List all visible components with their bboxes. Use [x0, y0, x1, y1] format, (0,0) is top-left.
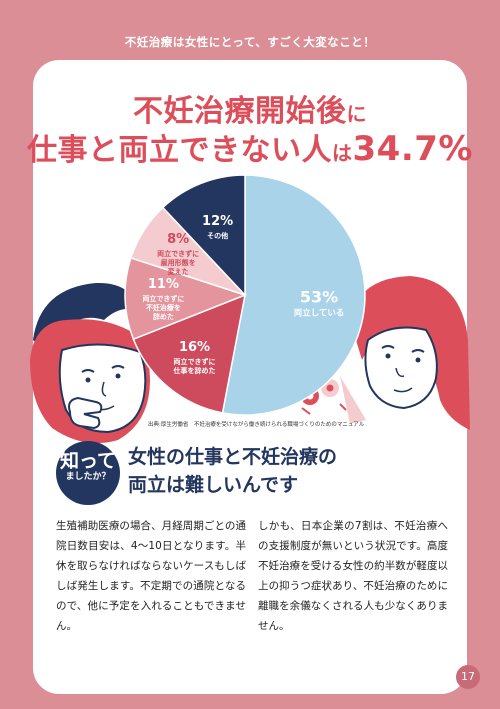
pie-percent-label: 11%	[148, 277, 179, 292]
pie-category-label: 雇用形態を	[161, 258, 196, 267]
headline-line2-main: 仕事と両立できない人	[27, 133, 333, 168]
pie-category-label: 両立できずに	[142, 294, 184, 303]
pie-category-label: 両立している	[294, 307, 345, 318]
woman-illustration	[350, 276, 470, 430]
section-title-line2: 両立は難しいんです	[128, 474, 299, 496]
headline-line2: 仕事と両立できない人は34.7%	[0, 125, 500, 169]
pie-labels: 53%両立している16%両立できずに仕事を辞めた11%両立できずに不妊治療を辞め…	[142, 214, 344, 375]
pie-category-label: 両立できずに	[174, 357, 216, 366]
pie-slice	[124, 256, 248, 341]
badge-big-text: 知って	[59, 450, 117, 472]
pie-percent-label: 16%	[179, 340, 210, 355]
section-title: 女性の仕事と不妊治療の 両立は難しいんです	[128, 443, 337, 499]
pie-category-label: その他	[207, 231, 228, 240]
pie-category-label: 辞めた	[153, 312, 174, 321]
pie-category-label: 両立できずに	[157, 249, 199, 258]
page-header-title: 不妊治療は女性にとって、すごく大変なこと！	[124, 35, 376, 49]
pie-slice	[161, 174, 246, 297]
badge-small-text: ましたか？	[65, 472, 111, 482]
did-you-know-badge: 知って ましたか？	[56, 441, 120, 505]
pie-slice	[221, 174, 366, 416]
headline-line1-main: 不妊治療開始後	[133, 94, 347, 129]
headline-line2-particle: は	[332, 141, 353, 165]
pie-percent-label: 53%	[300, 287, 338, 306]
body-text-column-2: しかも、日本企業の7割は、不妊治療への支援制度が無いという状況です。高度不妊治療…	[258, 520, 448, 632]
headline-line1: 不妊治療開始後に	[0, 86, 500, 130]
pie-category-label: 仕事を辞めた	[173, 366, 216, 375]
body-text-column-1: 生殖補助医療の場合、月経周期ごとの通院日数目安は、4～10日となります。半休を取…	[56, 520, 246, 632]
headline-percentage: 34.7%	[352, 129, 473, 169]
pie-slices	[124, 174, 366, 416]
pie-category-label: 不妊治療を	[146, 303, 181, 312]
pie-percent-label: 8%	[167, 232, 189, 247]
section-title-line1: 女性の仕事と不妊治療の	[128, 446, 338, 468]
pie-category-label: 変えた	[168, 267, 189, 276]
pie-slice	[132, 293, 246, 414]
pie-percent-label: 12%	[202, 214, 233, 229]
chart-source: 出典:厚生労働省 不妊治療を受けながら働き続けられる職場づくりのためのマニュアル	[148, 422, 365, 428]
page-number: 17	[456, 665, 480, 689]
man-illustration	[30, 282, 150, 444]
headline-line1-particle: に	[346, 102, 367, 126]
